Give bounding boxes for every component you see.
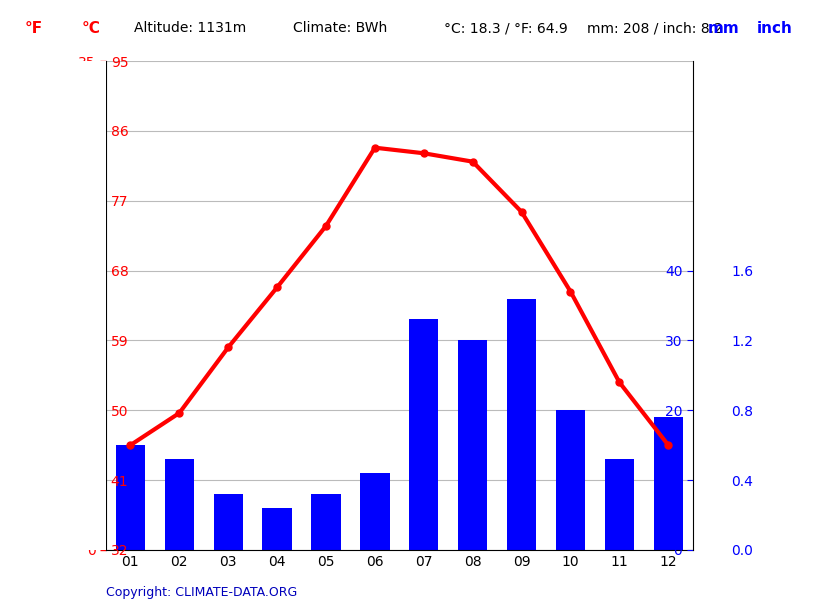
- Text: °C: 18.3 / °F: 64.9: °C: 18.3 / °F: 64.9: [444, 21, 568, 35]
- Bar: [605, 459, 634, 550]
- Text: Altitude: 1131m: Altitude: 1131m: [134, 21, 247, 35]
- Text: mm: 208 / inch: 8.2: mm: 208 / inch: 8.2: [587, 21, 723, 35]
- Text: inch: inch: [756, 21, 792, 37]
- Bar: [458, 340, 487, 550]
- Bar: [262, 508, 292, 550]
- Bar: [409, 320, 438, 550]
- Text: Copyright: CLIMATE-DATA.ORG: Copyright: CLIMATE-DATA.ORG: [106, 586, 297, 599]
- Bar: [507, 299, 536, 550]
- Bar: [360, 473, 390, 550]
- Bar: [165, 459, 194, 550]
- Bar: [556, 410, 585, 550]
- Text: Climate: BWh: Climate: BWh: [293, 21, 388, 35]
- Bar: [116, 445, 145, 550]
- Bar: [311, 494, 341, 550]
- Text: °F: °F: [24, 21, 42, 37]
- Bar: [654, 417, 683, 550]
- Text: mm: mm: [707, 21, 739, 37]
- Text: °C: °C: [82, 21, 100, 37]
- Bar: [214, 494, 243, 550]
